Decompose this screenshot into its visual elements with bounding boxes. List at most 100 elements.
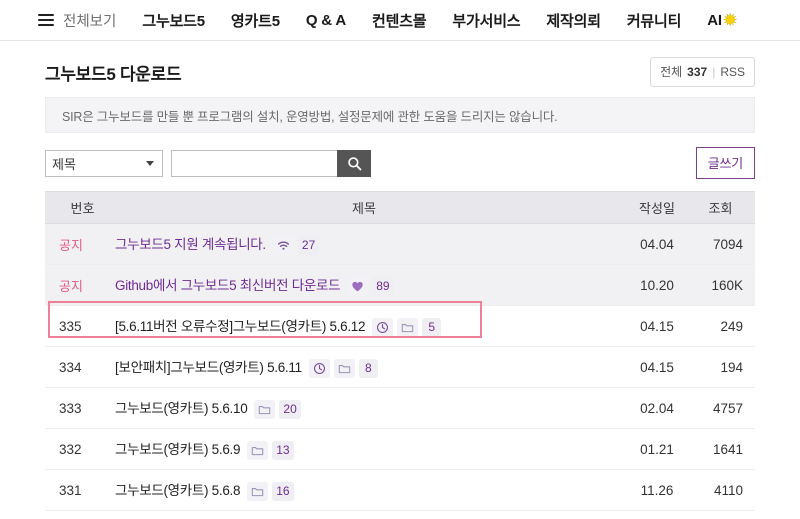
folder-icon — [397, 317, 419, 337]
hamburger-icon[interactable] — [38, 14, 54, 26]
row-title-link[interactable]: 그누보드(영카트) 5.6.10 — [115, 401, 248, 417]
clock-icon — [308, 358, 330, 378]
table-row[interactable]: 331 그누보드(영카트) 5.6.8 16 11.26 4110 — [45, 469, 755, 511]
folder-icon — [247, 440, 269, 460]
nav-item-qna[interactable]: Q & A — [305, 11, 346, 29]
folder-icon — [247, 481, 269, 501]
total-count-badge[interactable]: 전체 337 | RSS — [650, 57, 755, 87]
row-title-link[interactable]: Github에서 그누보드5 최신버전 다운로드 — [115, 278, 341, 294]
row-title-cell: [보안패치]그누보드(영카트) 5.6.11 8 — [107, 346, 621, 388]
row-badges: 8 — [308, 358, 378, 378]
comment-count-badge[interactable]: 16 — [272, 481, 294, 501]
search-field-select[interactable]: 제목 — [45, 149, 163, 177]
row-date: 11.26 — [621, 469, 693, 511]
row-date: 01.21 — [621, 428, 693, 470]
row-title-cell: 그누보드5 지원 계속됩니다. 27 — [107, 223, 621, 265]
row-number: 333 — [45, 387, 107, 429]
row-badges: 5 — [372, 317, 442, 337]
table-header-row: 번호 제목 작성일 조회 — [45, 191, 755, 224]
table-row[interactable]: 335 [5.6.11버전 오류수정]그누보드(영카트) 5.6.12 5 04.15… — [45, 305, 755, 347]
comment-count-badge[interactable]: 20 — [279, 399, 301, 419]
column-header-hit[interactable]: 조회 — [693, 191, 755, 224]
row-badges: 20 — [254, 399, 301, 419]
badge-separator: | — [712, 64, 716, 79]
row-title-link[interactable]: [5.6.11버전 오류수정]그누보드(영카트) 5.6.12 — [115, 319, 366, 335]
comment-count-badge[interactable]: 8 — [358, 358, 378, 378]
table-row[interactable]: 334 [보안패치]그누보드(영카트) 5.6.11 8 04.15 194 — [45, 346, 755, 388]
nav-item-extra-services[interactable]: 부가서비스 — [452, 12, 521, 30]
content-area: 그누보드5 다운로드 전체 337 | RSS SIR은 그누보드를 만들 뿐 … — [0, 41, 800, 519]
row-badges: 16 — [247, 481, 294, 501]
row-badges: 89 — [347, 276, 394, 296]
table-row[interactable]: 333 그누보드(영카트) 5.6.10 20 02.04 4757 — [45, 387, 755, 429]
hamburger-line — [38, 19, 54, 21]
write-post-button[interactable]: 글쓰기 — [695, 147, 755, 179]
search-input[interactable] — [171, 149, 337, 177]
nav-item-ai[interactable]: AI ✹ — [707, 11, 736, 29]
table-row[interactable]: 공지 그누보드5 지원 계속됩니다. 27 04.04 7094 — [45, 223, 755, 265]
row-notice-label: 공지 — [45, 264, 107, 306]
board-table: 번호 제목 작성일 조회 공지 그누보드5 지원 계속됩니다. 27 04.04 709… — [45, 191, 755, 519]
column-header-num[interactable]: 번호 — [45, 191, 107, 224]
row-date: 02.04 — [621, 387, 693, 429]
rss-link[interactable]: RSS — [720, 64, 745, 79]
column-header-title[interactable]: 제목 — [107, 191, 621, 224]
top-navigation: 전체보기 그누보드5 영카트5 Q & A 컨텐츠몰 부가서비스 제작의뢰 커뮤… — [0, 0, 800, 41]
folder-icon — [333, 358, 355, 378]
board-table-body: 공지 그누보드5 지원 계속됩니다. 27 04.04 7094 공지 Github에서 그… — [45, 223, 755, 519]
row-title-link[interactable]: 그누보드(영카트) 5.6.9 — [115, 442, 241, 458]
row-title-cell: 그누보드(영카트) 5.6.8 16 — [107, 469, 621, 511]
row-title-link[interactable]: 그누보드5 지원 계속됩니다. — [115, 237, 266, 253]
comment-count-badge[interactable]: 89 — [372, 276, 394, 296]
sparkle-icon: ✹ — [723, 12, 737, 29]
row-title-link[interactable]: [보안패치]그누보드(영카트) 5.6.11 — [115, 360, 302, 376]
search-row: 제목 글쓰기 — [45, 133, 755, 191]
nav-item-ai-label: AI — [707, 12, 722, 29]
row-title-cell: 그누보드(영카트) 5.6.9 13 — [107, 428, 621, 470]
nav-item-community[interactable]: 커뮤니티 — [626, 12, 682, 30]
row-date: 10.20 — [621, 264, 693, 306]
row-hit-count: 4757 — [693, 387, 755, 429]
comment-count-badge[interactable]: 27 — [297, 235, 320, 255]
row-hit-count: 1641 — [693, 428, 755, 470]
row-hit-count: 194 — [693, 346, 755, 388]
board-table-head: 번호 제목 작성일 조회 — [45, 191, 755, 224]
title-row: 그누보드5 다운로드 전체 337 | RSS — [45, 41, 755, 97]
row-hit-count: 4110 — [693, 469, 755, 511]
row-title-cell: Github에서 그누보드5 최신버전 다운로드 89 — [107, 264, 621, 306]
hamburger-line — [38, 24, 54, 26]
nav-item-gnuboard5[interactable]: 그누보드5 — [142, 12, 205, 30]
row-date: 04.15 — [621, 305, 693, 347]
nav-item-all[interactable]: 전체보기 — [63, 13, 117, 30]
row-number: 331 — [45, 469, 107, 511]
search-controls: 제목 — [45, 149, 371, 177]
page-title: 그누보드5 다운로드 — [45, 64, 182, 84]
row-hit-count: 7094 — [693, 223, 755, 265]
table-row[interactable]: 332 그누보드(영카트) 5.6.9 13 01.21 1641 — [45, 428, 755, 470]
comment-count-badge[interactable]: 5 — [422, 317, 442, 337]
search-button[interactable] — [337, 149, 371, 177]
total-label: 전체 — [660, 65, 683, 79]
row-number: 335 — [45, 305, 107, 347]
comment-count-badge[interactable]: 13 — [272, 440, 294, 460]
row-badges: 27 — [272, 235, 320, 255]
table-row[interactable]: 공지 Github에서 그누보드5 최신버전 다운로드 89 10.20 160K — [45, 264, 755, 306]
nav-item-contents-mall[interactable]: 컨텐츠몰 — [372, 12, 427, 30]
row-hit-count: 249 — [693, 305, 755, 347]
board-notice-text: SIR은 그누보드를 만들 뿐 프로그램의 설치, 운영방법, 설정문제에 관한… — [62, 109, 558, 124]
folder-icon — [254, 399, 276, 419]
row-date: 04.15 — [621, 346, 693, 388]
row-hit-count: 160K — [693, 264, 755, 306]
table-row[interactable]: 330그누보드(영카트) 5.6.711.013000 — [45, 510, 755, 519]
column-header-date[interactable]: 작성일 — [621, 191, 693, 224]
row-number: 330 — [45, 510, 107, 519]
nav-item-youngcart5[interactable]: 영카트5 — [230, 12, 280, 30]
row-title-cell: 그누보드(영카트) 5.6.10 20 — [107, 387, 621, 429]
row-title-link[interactable]: 그누보드(영카트) 5.6.8 — [115, 483, 241, 499]
wifi-icon — [272, 235, 294, 255]
clock-icon — [372, 317, 394, 337]
chevron-down-icon — [146, 160, 154, 166]
nav-item-production-request[interactable]: 제작의뢰 — [546, 12, 601, 30]
hamburger-line — [38, 14, 54, 16]
